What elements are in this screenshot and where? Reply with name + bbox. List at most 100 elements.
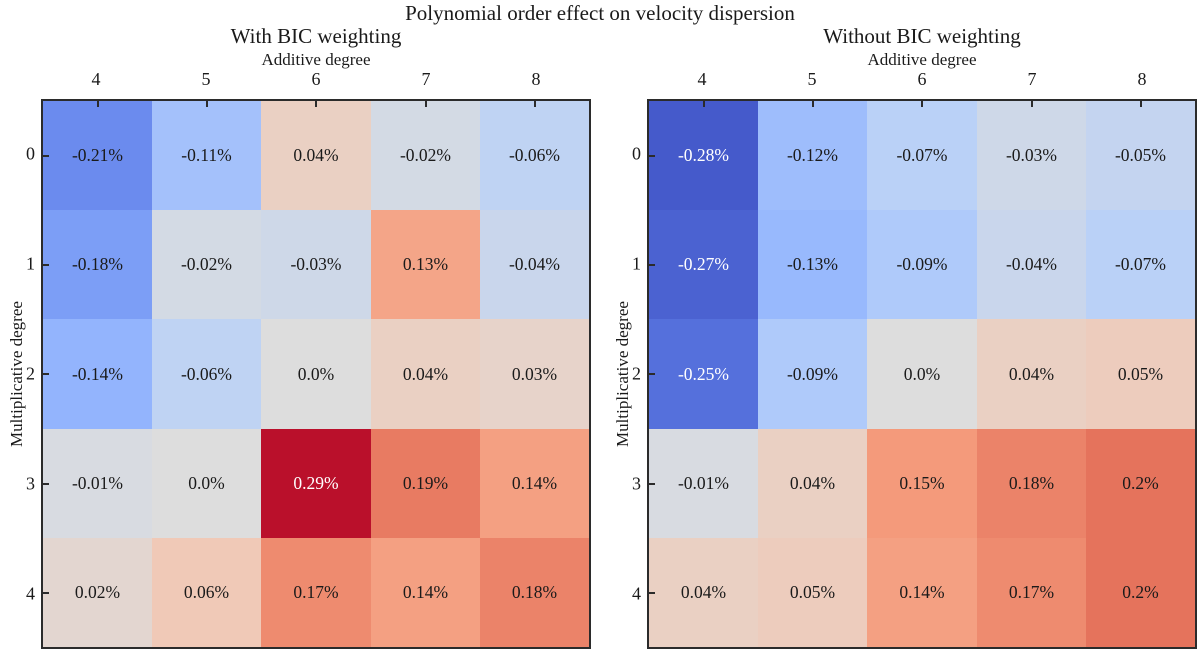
cell-value-label: -0.14% <box>71 363 124 384</box>
cell-value-label: -0.03% <box>1005 145 1058 165</box>
y-tick-label: 1 <box>632 253 641 274</box>
cell-value-label: -0.28% <box>677 145 730 165</box>
x-tick-mark <box>1139 101 1142 107</box>
heatmap-cell: -0.01% <box>649 429 758 538</box>
heatmap-cell: -0.04% <box>480 210 589 319</box>
cell-value-label: 0.02% <box>74 582 121 602</box>
cell-value-label: 0.14% <box>899 582 945 602</box>
cell-value-label: 0.2% <box>1122 473 1159 493</box>
x-tick-mark <box>424 101 427 107</box>
heatmap-cell: -0.09% <box>758 319 867 429</box>
cell-value-label: 0.17% <box>293 582 339 602</box>
cell-value-label: 0.14% <box>511 473 558 493</box>
y-tick-label: 2 <box>632 363 641 384</box>
heatmap-cell: 0.0% <box>867 319 977 429</box>
cell-value-label: -0.05% <box>1114 145 1167 165</box>
cell-value-label: -0.02% <box>180 254 233 274</box>
heatmap-cell: 0.05% <box>1086 319 1195 429</box>
x-tick-label: 4 <box>697 69 707 89</box>
x-tick-label: 5 <box>807 69 817 89</box>
cell-value-label: 0.15% <box>899 473 945 493</box>
cell-value-label: 0.29% <box>293 473 339 493</box>
y-tick-mark <box>43 482 49 485</box>
cell-value-label: -0.27% <box>677 254 730 274</box>
y-tick-mark <box>43 154 49 157</box>
heatmap-cell: 0.14% <box>867 538 977 647</box>
cell-value-label: -0.04% <box>508 254 561 274</box>
x-axis-label: Additive degree <box>261 50 371 69</box>
heatmap-cell: 0.15% <box>867 429 977 538</box>
heatmap-cell: -0.06% <box>152 319 261 429</box>
heatmap-cell: -0.27% <box>649 210 758 319</box>
y-tick-label: 4 <box>26 583 35 604</box>
cell-value-label: 0.06% <box>183 582 230 602</box>
cell-value-label: -0.01% <box>71 473 124 493</box>
heatmap-cell: -0.02% <box>371 101 480 210</box>
heatmap-cell: -0.07% <box>867 101 977 210</box>
heatmap-panel-without-bic: Without BIC weighting Additive degree Mu… <box>613 0 1197 653</box>
x-axis-label: Additive degree <box>867 50 977 69</box>
y-tick-mark <box>649 482 655 485</box>
heatmap-cell: 0.13% <box>371 210 480 319</box>
x-tick-label: 6 <box>917 69 927 89</box>
heatmap-cell: 0.05% <box>758 538 867 647</box>
x-tick-label: 4 <box>91 69 101 89</box>
heatmap-cell: -0.07% <box>1086 210 1195 319</box>
heatmap-cell: 0.06% <box>152 538 261 647</box>
figure-title: Polynomial order effect on velocity disp… <box>405 1 795 25</box>
x-tick-label: 7 <box>421 69 431 89</box>
heatmap-cell: -0.03% <box>261 210 371 319</box>
heatmap-cell: 0.03% <box>480 319 589 429</box>
cell-value-label: 0.19% <box>402 473 449 493</box>
heatmap-cell: 0.0% <box>261 319 371 429</box>
heatmap-cell: 0.14% <box>480 429 589 538</box>
heatmap-cell: -0.25% <box>649 319 758 429</box>
cell-value-label: 0.05% <box>1117 363 1164 384</box>
panel-title: Without BIC weighting <box>823 24 1021 48</box>
heatmap-grid: -0.21% -0.11% 0.04% -0.02% -0.06% -0.18% -0.02… <box>41 99 591 649</box>
heatmap-cell: 0.04% <box>261 101 371 210</box>
x-tick-mark <box>533 101 536 107</box>
cell-value-label: -0.09% <box>786 363 839 384</box>
y-tick-label: 3 <box>26 473 35 494</box>
cell-value-label: 0.18% <box>511 582 558 602</box>
x-tick-label: 8 <box>531 69 541 89</box>
heatmap-cell: 0.04% <box>977 319 1086 429</box>
heatmap-cell: 0.2% <box>1086 429 1195 538</box>
cell-value-label: 0.14% <box>402 582 449 602</box>
x-tick-label: 6 <box>311 69 321 89</box>
heatmap-cell: 0.29% <box>261 429 371 538</box>
cell-value-label: 0.04% <box>402 363 449 384</box>
cell-value-label: 0.05% <box>789 582 836 602</box>
cell-value-label: -0.03% <box>290 254 342 274</box>
x-tick-mark <box>205 101 208 107</box>
heatmap-cell: 0.19% <box>371 429 480 538</box>
heatmap-cell: -0.28% <box>649 101 758 210</box>
y-tick-mark <box>43 263 49 266</box>
cell-value-label: 0.03% <box>511 363 558 384</box>
cell-value-label: 0.2% <box>1122 582 1159 602</box>
y-tick-label: 0 <box>26 143 35 164</box>
heatmap-cell: -0.11% <box>152 101 261 210</box>
cell-value-label: -0.07% <box>1114 254 1167 274</box>
heatmap-cell: 0.04% <box>649 538 758 647</box>
heatmap-cell: -0.12% <box>758 101 867 210</box>
heatmap-cell: 0.04% <box>758 429 867 538</box>
heatmap-cell: -0.01% <box>43 429 152 538</box>
cell-value-label: -0.09% <box>896 254 948 274</box>
panel-title: With BIC weighting <box>230 24 402 48</box>
y-tick-label: 1 <box>26 253 35 274</box>
x-tick-mark <box>702 101 705 107</box>
heatmap-cell: -0.02% <box>152 210 261 319</box>
heatmap-panel-with-bic: With BIC weighting Additive degree Multi… <box>7 0 591 653</box>
y-tick-label: 4 <box>632 583 641 604</box>
heatmap-cell: 0.17% <box>261 538 371 647</box>
heatmap-cell: -0.03% <box>977 101 1086 210</box>
heatmap-cell: 0.14% <box>371 538 480 647</box>
heatmap-cell: 0.0% <box>152 429 261 538</box>
cell-value-label: 0.13% <box>402 254 449 274</box>
heatmap-cell: 0.2% <box>1086 538 1195 647</box>
cell-value-label: -0.13% <box>786 254 839 274</box>
cell-value-label: -0.25% <box>677 363 730 384</box>
heatmap-cell: -0.09% <box>867 210 977 319</box>
